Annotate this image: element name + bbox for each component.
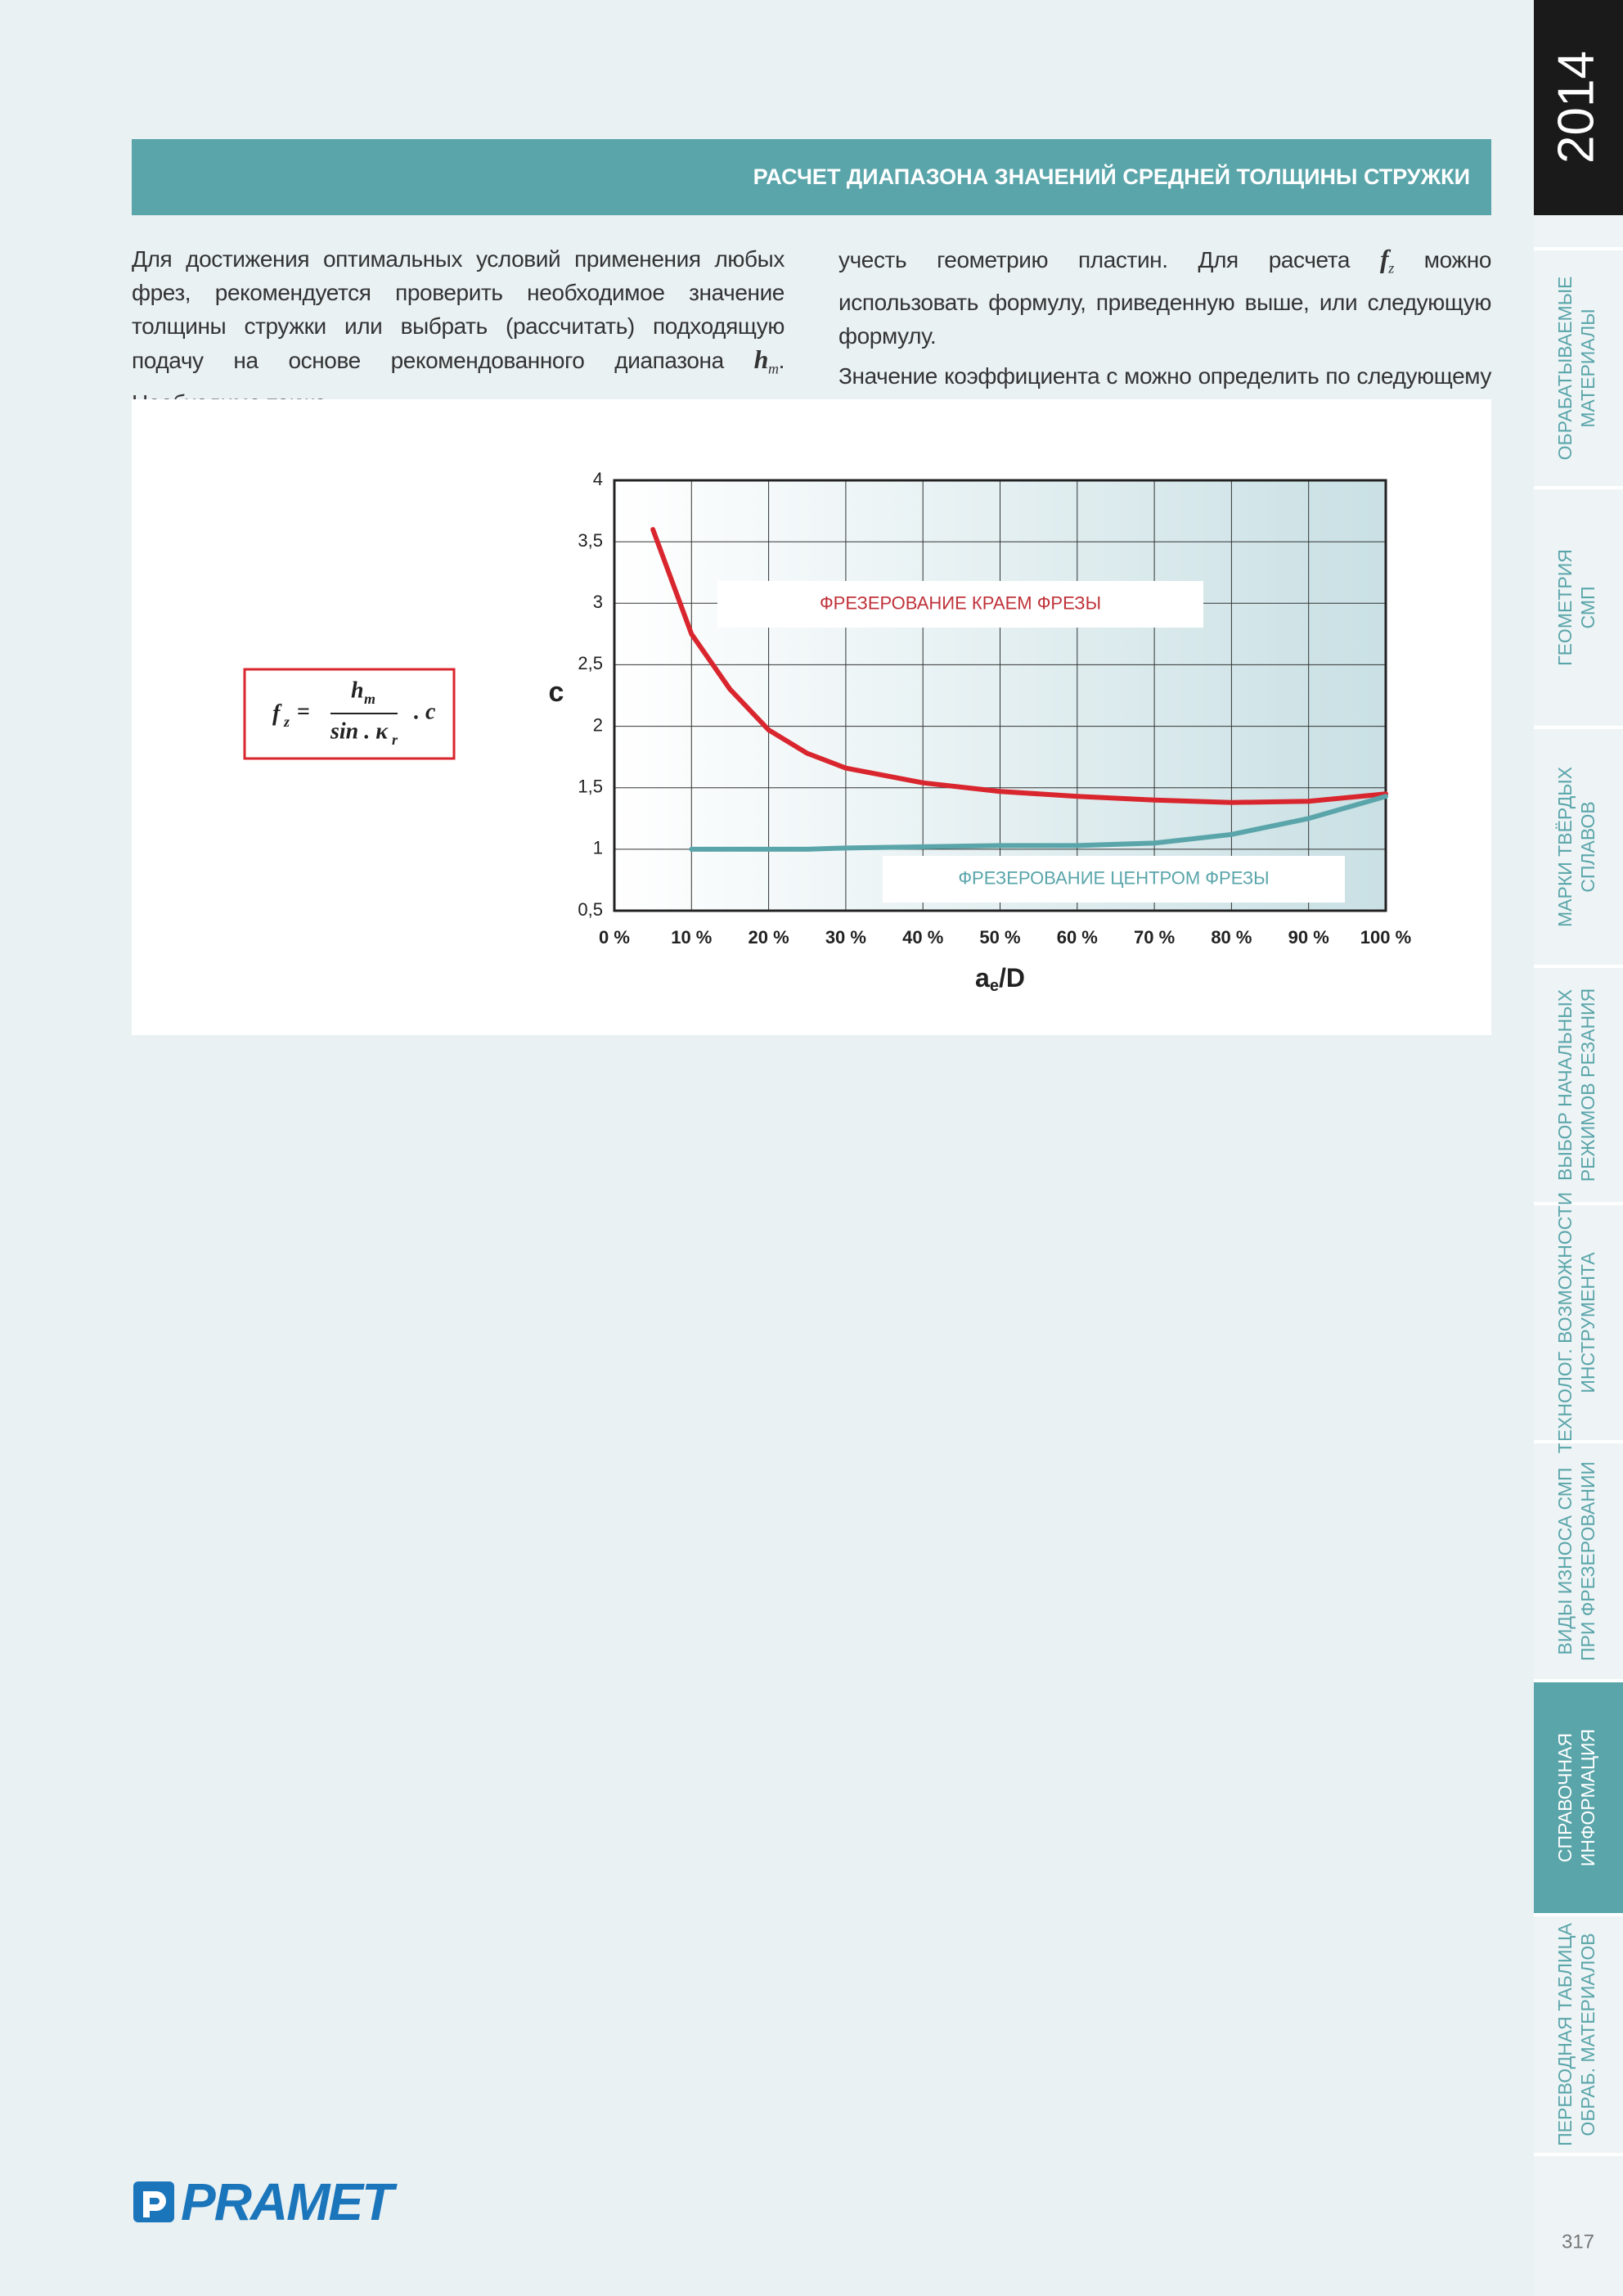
tab-label: ВИДЫ ИЗНОСА СМП: [1554, 1467, 1576, 1654]
formula: f z = h m sin . κ r . c: [243, 668, 456, 760]
annotation-box: [717, 581, 1203, 628]
active-tab: [1534, 1681, 1623, 1915]
formula-equals: =: [297, 699, 310, 724]
formula-denominator: sin . κ: [330, 718, 389, 744]
x-axis-label-part: /D: [999, 963, 1025, 993]
page-number: 317: [1562, 2231, 1594, 2253]
paragraph: учесть геометрию пластин. Для расчета fz…: [838, 242, 1491, 353]
tab-label: ВЫБОР НАЧАЛЬНЫХ: [1554, 989, 1576, 1181]
y-tick-label: 3,5: [578, 530, 603, 551]
tab-label: ТЕХНОЛОГ. ВОЗМОЖНОСТИ: [1554, 1192, 1576, 1453]
subscript: z: [1388, 259, 1394, 277]
y-tick-label: 1,5: [578, 777, 603, 797]
x-tick-label: 90 %: [1288, 927, 1329, 948]
sidebar: 2014 317 ОБРАБАТЫВАЕМЫЕ МАТЕРИАЛЫ ГЕОМЕТРИ…: [1534, 0, 1623, 2296]
formula-factor: . c: [414, 699, 436, 724]
x-tick-label: 80 %: [1211, 927, 1252, 948]
tab-label: СМП: [1577, 586, 1598, 628]
y-tick-label: 1: [593, 838, 603, 858]
formula-subscript: m: [364, 691, 375, 707]
plot-frame: [613, 479, 1387, 912]
text-right: учесть геометрию пластин. Для расчета fz…: [838, 242, 1491, 433]
text-left: Для достижения оптимальных условий приме…: [132, 242, 785, 426]
logo-text: PRAMET: [181, 2172, 393, 2231]
y-tick-label: 3: [593, 592, 603, 612]
text: учесть геометрию пластин. Для расчета: [838, 247, 1380, 272]
tab-label: МАТЕРИАЛЫ: [1577, 308, 1598, 427]
y-tick-label: 0,5: [578, 899, 603, 920]
x-tick-label: 70 %: [1134, 927, 1175, 948]
paragraph: Для достижения оптимальных условий приме…: [132, 242, 785, 420]
x-axis-label: ae/D: [975, 963, 1025, 995]
tab-label: ПЕРЕВОДНАЯ ТАБЛИЦА: [1554, 1922, 1576, 2145]
tab-label: РЕЖИМОВ РЕЗАНИЯ: [1577, 988, 1598, 1182]
annotation: ФРЕЗЕРОВАНИЕ ЦЕНТРОМ ФРЕЗЫ: [958, 867, 1269, 888]
y-tick-label: 4: [593, 469, 603, 489]
y-tick-label: 2,5: [578, 653, 603, 673]
formula-subscript: r: [392, 732, 398, 748]
text: Для достижения оптимальных условий приме…: [132, 246, 785, 373]
formula-subscript: z: [283, 714, 290, 730]
tab-label: СПРАВОЧНАЯ: [1554, 1733, 1576, 1862]
series-line: [650, 527, 1388, 805]
tab-label: ПРИ ФРЕЗЕРОВАНИИ: [1577, 1461, 1598, 1661]
x-tick-label: 30 %: [825, 927, 866, 948]
x-tick-label: 50 %: [979, 927, 1020, 948]
chart-panel: f z = h m sin . κ r . c 0,5 1 1,5 2 2,5 3 3,5 4…: [132, 399, 1491, 1035]
tab-label: СПЛАВОВ: [1577, 801, 1598, 892]
header-title: РАСЧЕТ ДИАПАЗОНА ЗНАЧЕНИЙ СРЕДНЕЙ ТОЛЩИН…: [753, 164, 1470, 189]
text: можно использовать формулу, приведенную …: [838, 247, 1492, 349]
x-tick-label: 20 %: [749, 927, 789, 948]
year: 2014: [1548, 51, 1604, 164]
annotation-box: [883, 856, 1345, 903]
logo: PRAMET: [132, 2172, 393, 2231]
series-line: [689, 794, 1388, 852]
annotation: ФРЕЗЕРОВАНИЕ КРАЕМ ФРЕЗЫ: [820, 592, 1101, 613]
tab-label: ОБРАБ. МАТЕРИАЛОВ: [1577, 1933, 1598, 2136]
y-tick-label: 2: [593, 714, 603, 735]
symbol: h: [753, 344, 769, 374]
x-axis-label-part: e: [990, 977, 999, 995]
tab-label: МАРКИ ТВЁРДЫХ: [1554, 767, 1576, 927]
y-axis-label: c: [549, 677, 564, 708]
tab-label: ГЕОМЕТРИЯ: [1554, 549, 1576, 666]
x-tick-label: 100 %: [1360, 927, 1411, 948]
header-bar: РАСЧЕТ ДИАПАЗОНА ЗНАЧЕНИЙ СРЕДНЕЙ ТОЛЩИН…: [132, 139, 1491, 215]
x-tick-label: 40 %: [902, 927, 943, 948]
x-axis-label-part: a: [975, 963, 990, 993]
tab-label: ИНСТРУМЕНТА: [1577, 1252, 1598, 1393]
tab-label: ОБРАБАТЫВАЕМЫЕ: [1554, 277, 1576, 461]
x-tick-label: 10 %: [671, 927, 712, 948]
x-tick-label: 60 %: [1057, 927, 1098, 948]
logo-icon: [133, 2181, 174, 2222]
formula-numerator: h: [351, 678, 364, 703]
year-block: [1534, 0, 1623, 215]
symbol: f: [1379, 244, 1389, 273]
formula-lhs: f: [272, 700, 282, 726]
x-tick-label: 0 %: [599, 927, 630, 948]
tab-label: ИНФОРМАЦИЯ: [1577, 1729, 1598, 1866]
subscript: m: [768, 360, 779, 377]
